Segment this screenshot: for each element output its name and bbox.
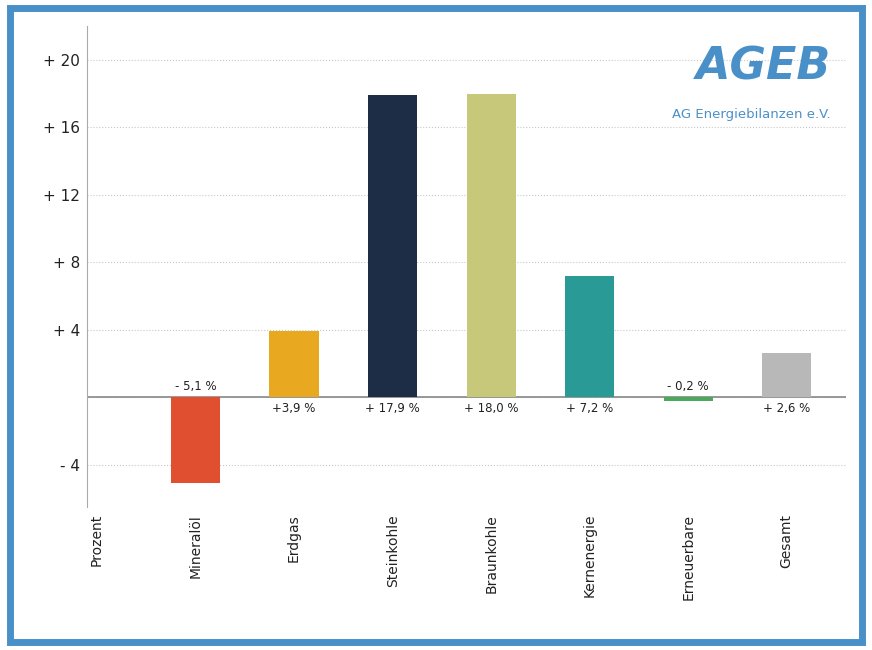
Text: - 5,1 %: - 5,1 %: [174, 380, 216, 393]
Text: - 0,2 %: - 0,2 %: [667, 380, 709, 393]
Bar: [171, 397, 221, 484]
Text: + 18,0 %: + 18,0 %: [464, 402, 518, 415]
Text: AGEB: AGEB: [695, 46, 831, 88]
Bar: [762, 354, 811, 397]
Bar: [565, 276, 614, 397]
Text: + 7,2 %: + 7,2 %: [566, 402, 613, 415]
Text: +3,9 %: +3,9 %: [272, 402, 316, 415]
Text: AG Energiebilanzen e.V.: AG Energiebilanzen e.V.: [672, 108, 831, 121]
Text: + 17,9 %: + 17,9 %: [365, 402, 420, 415]
Text: + 2,6 %: + 2,6 %: [763, 402, 810, 415]
Bar: [664, 397, 712, 400]
Bar: [368, 95, 418, 397]
Bar: [269, 332, 319, 397]
Bar: [467, 94, 515, 397]
